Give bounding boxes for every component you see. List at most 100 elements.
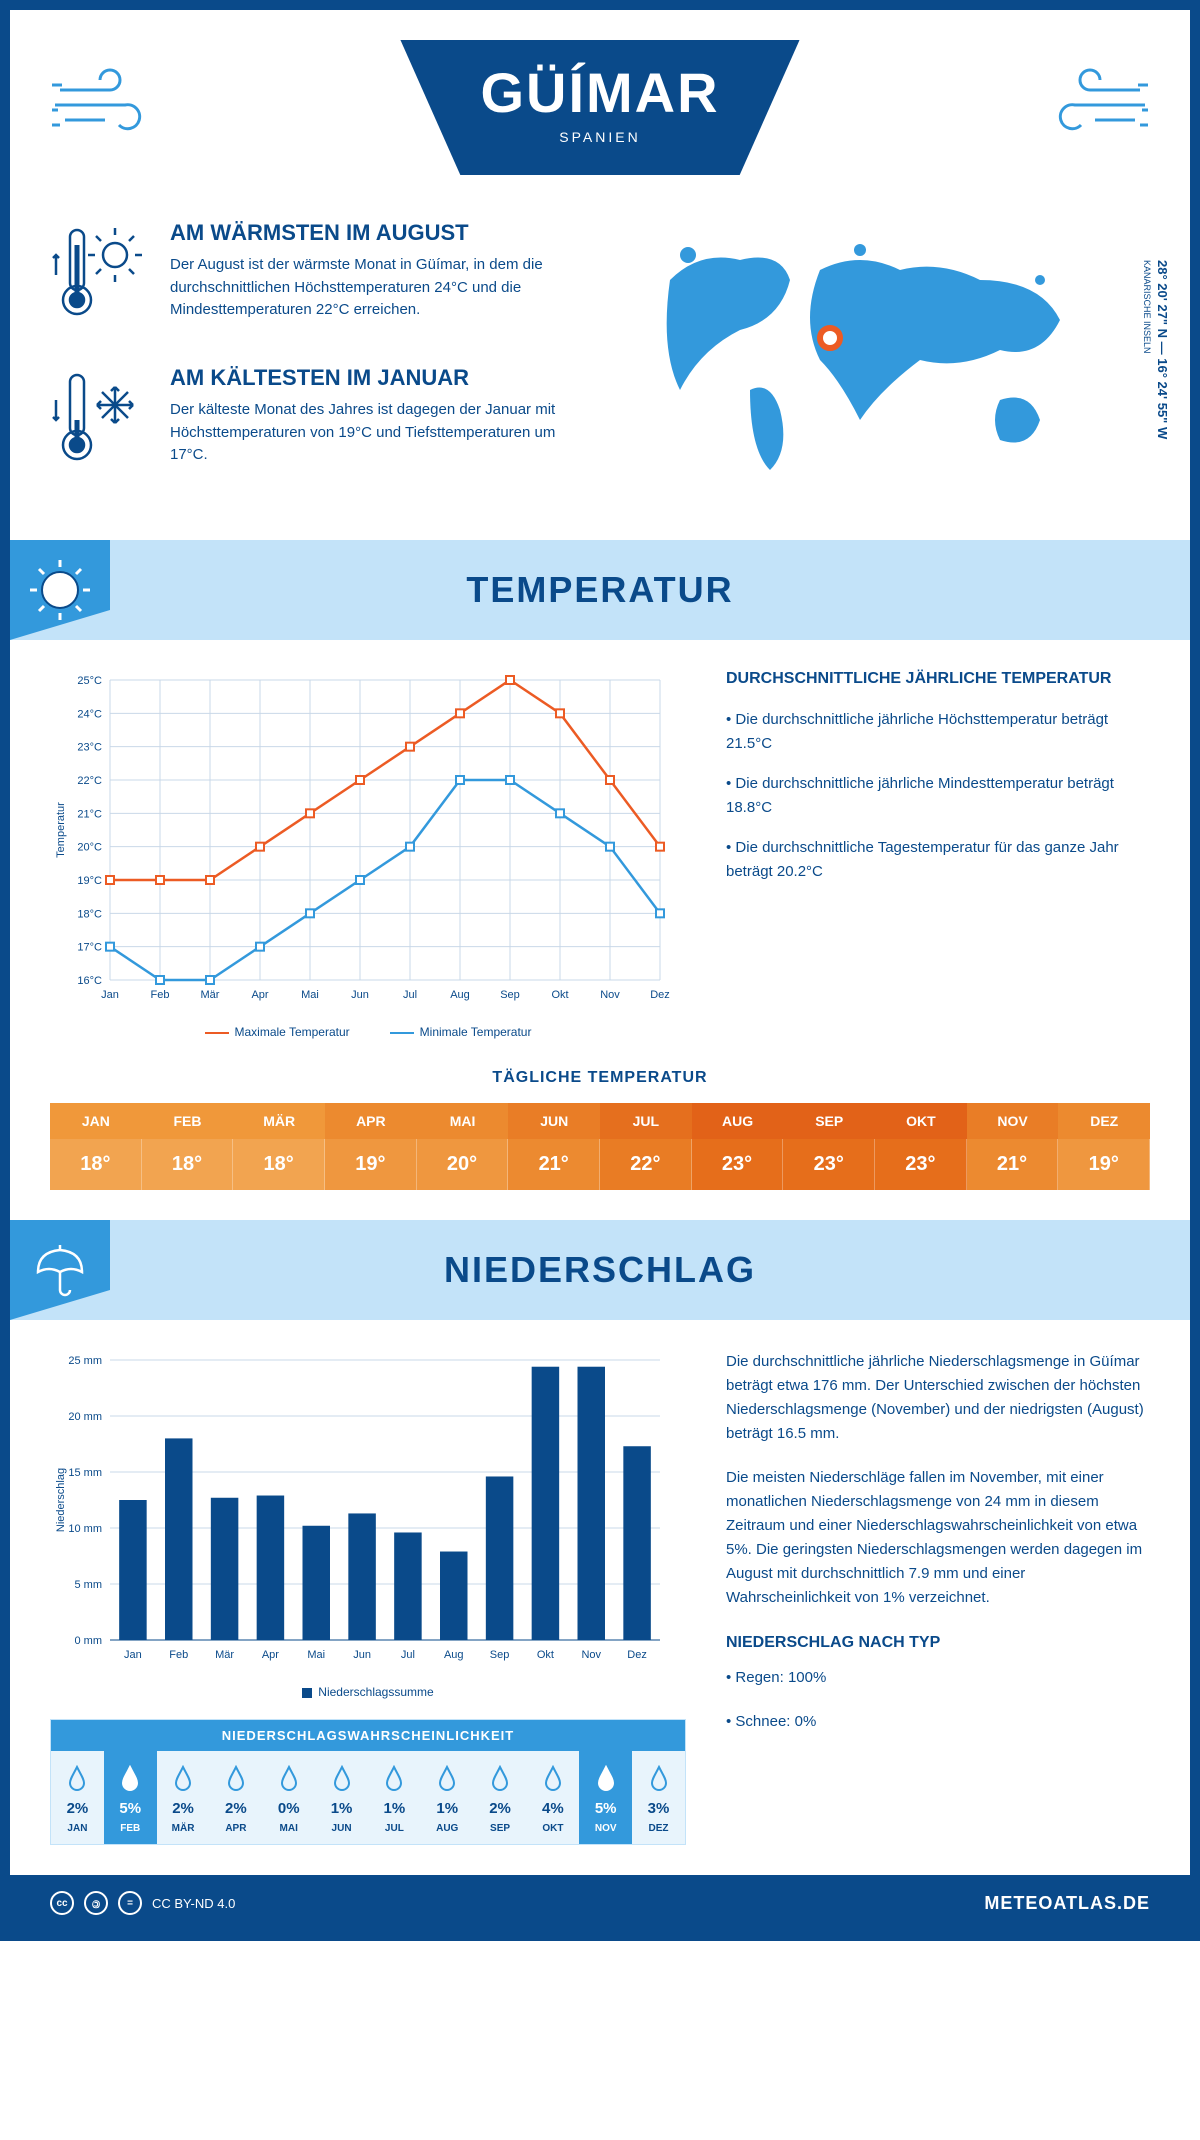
svg-text:15 mm: 15 mm <box>68 1467 102 1479</box>
svg-text:19°C: 19°C <box>77 875 102 887</box>
sun-icon <box>10 540 110 640</box>
temp-cell: OKT 23° <box>875 1103 967 1190</box>
precipitation-title: NIEDERSCHLAG <box>444 1249 756 1291</box>
warmest-fact: AM WÄRMSTEN IM AUGUST Der August ist der… <box>50 220 580 335</box>
svg-text:17°C: 17°C <box>77 942 102 954</box>
daily-temp-title: TÄGLICHE TEMPERATUR <box>50 1069 1150 1087</box>
svg-text:Nov: Nov <box>600 989 620 1001</box>
svg-text:25°C: 25°C <box>77 675 102 687</box>
thermometer-cold-icon <box>50 365 150 480</box>
prob-cell: 0% MAI <box>262 1751 315 1844</box>
svg-text:20°C: 20°C <box>77 842 102 854</box>
svg-text:Mai: Mai <box>301 989 319 1001</box>
wind-icon <box>1030 60 1150 155</box>
svg-text:Jan: Jan <box>124 1649 142 1661</box>
svg-text:20 mm: 20 mm <box>68 1411 102 1423</box>
precip-rain: • Regen: 100% <box>726 1666 1150 1690</box>
temp-cell: JUN 21° <box>508 1103 600 1190</box>
temperature-info: DURCHSCHNITTLICHE JÄHRLICHE TEMPERATUR •… <box>726 670 1150 1039</box>
svg-text:18°C: 18°C <box>77 908 102 920</box>
temp-info-heading: DURCHSCHNITTLICHE JÄHRLICHE TEMPERATUR <box>726 670 1150 688</box>
svg-text:10 mm: 10 mm <box>68 1523 102 1535</box>
svg-text:0 mm: 0 mm <box>75 1635 103 1647</box>
temp-cell: DEZ 19° <box>1058 1103 1150 1190</box>
by-icon: 🄯 <box>84 1891 108 1915</box>
temp-cell: MÄR 18° <box>233 1103 325 1190</box>
svg-text:Sep: Sep <box>490 1649 510 1661</box>
svg-text:22°C: 22°C <box>77 775 102 787</box>
warmest-text: Der August ist der wärmste Monat in Güím… <box>170 254 580 322</box>
svg-text:Sep: Sep <box>500 989 520 1001</box>
svg-text:Jun: Jun <box>353 1649 371 1661</box>
header: GÜÍMAR SPANIEN <box>50 40 1150 200</box>
temp-cell: AUG 23° <box>692 1103 784 1190</box>
temp-cell: SEP 23° <box>783 1103 875 1190</box>
coldest-fact: AM KÄLTESTEN IM JANUAR Der kälteste Mona… <box>50 365 580 480</box>
svg-text:Mai: Mai <box>307 1649 325 1661</box>
temp-cell: JUL 22° <box>600 1103 692 1190</box>
prob-cell: 1% JUN <box>315 1751 368 1844</box>
svg-text:23°C: 23°C <box>77 742 102 754</box>
cc-icon: cc <box>50 1891 74 1915</box>
temp-cell: APR 19° <box>325 1103 417 1190</box>
svg-text:Okt: Okt <box>537 1649 554 1661</box>
temp-bullet-2: • Die durchschnittliche jährliche Mindes… <box>726 772 1150 820</box>
svg-text:Feb: Feb <box>169 1649 188 1661</box>
precipitation-text: Die durchschnittliche jährliche Niedersc… <box>726 1350 1150 1845</box>
coordinates: 28° 20' 27" N — 16° 24' 55" W KANARISCHE… <box>1140 260 1170 439</box>
precipitation-section-header: NIEDERSCHLAG <box>10 1220 1190 1320</box>
svg-text:Aug: Aug <box>450 989 470 1001</box>
country-subtitle: SPANIEN <box>480 129 719 145</box>
svg-text:Jul: Jul <box>401 1649 415 1661</box>
page-frame: GÜÍMAR SPANIEN AM WÄRMSTEN IM AUGUST Der… <box>0 0 1200 1941</box>
prob-title: NIEDERSCHLAGSWAHRSCHEINLICHKEIT <box>51 1720 685 1751</box>
precipitation-chart: 0 mm 5 mm 10 mm 15 mm 20 mm 25 mm Niederschlag… <box>50 1350 686 1845</box>
temp-bullet-1: • Die durchschnittliche jährliche Höchst… <box>726 708 1150 756</box>
svg-text:25 mm: 25 mm <box>68 1355 102 1367</box>
svg-text:Niederschlag: Niederschlag <box>55 1468 67 1532</box>
svg-text:Nov: Nov <box>581 1649 601 1661</box>
svg-text:Jan: Jan <box>101 989 119 1001</box>
svg-text:Jun: Jun <box>351 989 369 1001</box>
coldest-title: AM KÄLTESTEN IM JANUAR <box>170 365 580 391</box>
svg-text:Temperatur: Temperatur <box>55 802 67 858</box>
prob-cell: 1% JUL <box>368 1751 421 1844</box>
title-banner: GÜÍMAR SPANIEN <box>400 40 799 175</box>
svg-text:Aug: Aug <box>444 1649 464 1661</box>
precip-p1: Die durchschnittliche jährliche Niedersc… <box>726 1350 1150 1446</box>
temp-cell: FEB 18° <box>142 1103 234 1190</box>
world-map <box>620 220 1100 480</box>
temperature-section-header: TEMPERATUR <box>10 540 1190 640</box>
wind-icon <box>50 60 170 155</box>
svg-text:21°C: 21°C <box>77 808 102 820</box>
prob-cell: 5% FEB <box>104 1751 157 1844</box>
site-name: METEOATLAS.DE <box>984 1893 1150 1914</box>
precip-type-heading: NIEDERSCHLAG NACH TYP <box>726 1630 1150 1656</box>
precipitation-probability-box: NIEDERSCHLAGSWAHRSCHEINLICHKEIT 2% JAN 5… <box>50 1719 686 1845</box>
temp-cell: JAN 18° <box>50 1103 142 1190</box>
precip-snow: • Schnee: 0% <box>726 1710 1150 1734</box>
intro-section: AM WÄRMSTEN IM AUGUST Der August ist der… <box>50 220 1150 510</box>
temperature-chart: 16°C 17°C 18°C 19°C 20°C 21°C 22°C 23°C 24°C 25°C… <box>50 670 686 1039</box>
svg-text:Dez: Dez <box>650 989 670 1001</box>
prob-cell: 5% NOV <box>579 1751 632 1844</box>
svg-text:Okt: Okt <box>551 989 568 1001</box>
prob-cell: 2% APR <box>209 1751 262 1844</box>
svg-text:Mär: Mär <box>201 989 220 1001</box>
svg-text:16°C: 16°C <box>77 975 102 987</box>
svg-text:Jul: Jul <box>403 989 417 1001</box>
svg-text:24°C: 24°C <box>77 708 102 720</box>
temp-bullet-3: • Die durchschnittliche Tagestemperatur … <box>726 836 1150 884</box>
temperature-legend: Maximale Temperatur Minimale Temperatur <box>50 1025 686 1039</box>
prob-cell: 1% AUG <box>421 1751 474 1844</box>
coldest-text: Der kälteste Monat des Jahres ist dagege… <box>170 399 580 467</box>
temperature-title: TEMPERATUR <box>466 569 733 611</box>
warmest-title: AM WÄRMSTEN IM AUGUST <box>170 220 580 246</box>
svg-text:5 mm: 5 mm <box>75 1579 103 1591</box>
precip-p2: Die meisten Niederschläge fallen im Nove… <box>726 1466 1150 1610</box>
city-title: GÜÍMAR <box>480 60 719 125</box>
prob-cell: 4% OKT <box>526 1751 579 1844</box>
svg-text:Feb: Feb <box>151 989 170 1001</box>
svg-text:Apr: Apr <box>262 1649 279 1661</box>
license-text: CC BY-ND 4.0 <box>152 1896 235 1911</box>
